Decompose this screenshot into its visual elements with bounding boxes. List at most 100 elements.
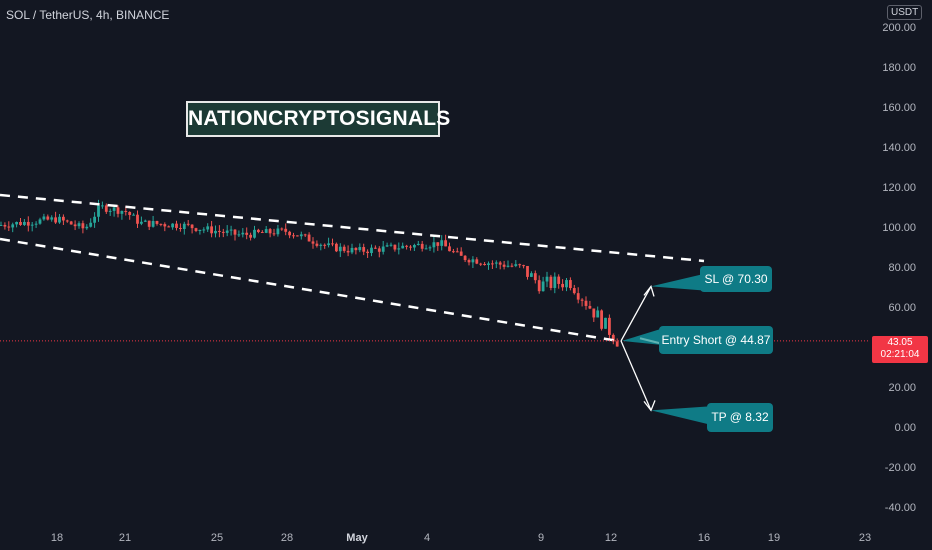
y-tick-label: 160.00 bbox=[882, 102, 916, 114]
candle-body bbox=[210, 226, 213, 234]
candle-body bbox=[58, 216, 61, 223]
candle-body bbox=[218, 230, 221, 232]
candle-body bbox=[588, 305, 592, 309]
price-axis[interactable]: 200.00 180.00 160.00 140.00 120.00 100.00 80.0… bbox=[882, 22, 916, 514]
candle-body bbox=[307, 234, 311, 242]
candle-body bbox=[3, 224, 7, 227]
candle-body bbox=[101, 205, 104, 207]
y-tick-label: 200.00 bbox=[882, 22, 916, 34]
y-tick-label: 80.00 bbox=[888, 262, 916, 274]
candle-body bbox=[600, 310, 603, 329]
candle-body bbox=[19, 221, 22, 225]
candle-body bbox=[338, 246, 342, 252]
candle-body bbox=[97, 205, 100, 217]
candle-body bbox=[323, 244, 327, 246]
candle-body bbox=[93, 216, 96, 223]
candle-body bbox=[54, 217, 57, 223]
candle-body bbox=[530, 273, 533, 277]
candle-body bbox=[26, 221, 30, 226]
currency-badge[interactable]: USDT bbox=[887, 5, 923, 20]
candle-body bbox=[342, 246, 346, 251]
watermark-logo: NATIONCRYPTOSIGNALS bbox=[186, 101, 450, 137]
candle-body bbox=[264, 229, 268, 233]
candle-body bbox=[257, 229, 260, 233]
candle-body bbox=[221, 231, 225, 233]
time-axis[interactable]: 18 21 25 28 May 4 9 12 16 19 23 bbox=[51, 532, 871, 544]
tp-arrow bbox=[620, 340, 652, 411]
y-tick-label: -20.00 bbox=[885, 462, 916, 474]
x-tick-label: 25 bbox=[211, 532, 223, 544]
candle-body bbox=[175, 223, 178, 228]
candle-body bbox=[553, 276, 557, 288]
candle-body bbox=[202, 229, 206, 231]
candle-body bbox=[471, 259, 475, 263]
candle-body bbox=[151, 221, 155, 227]
candle-body bbox=[374, 247, 377, 249]
candle-body bbox=[229, 229, 233, 231]
candle-body bbox=[299, 234, 303, 237]
candle-body bbox=[132, 214, 135, 216]
candle-body bbox=[358, 247, 362, 251]
candle-body bbox=[366, 251, 369, 254]
candle-body bbox=[331, 243, 334, 245]
candle-body bbox=[190, 224, 194, 229]
candle-body bbox=[335, 243, 338, 252]
y-tick-label: 120.00 bbox=[882, 182, 916, 194]
x-tick-label: 18 bbox=[51, 532, 63, 544]
tp-callout-pointer bbox=[651, 406, 709, 425]
candle-body bbox=[608, 317, 611, 335]
y-tick-label: 20.00 bbox=[888, 382, 916, 394]
last-price-value: 43.05 bbox=[887, 337, 913, 348]
candle-body bbox=[611, 334, 615, 342]
candle-body bbox=[81, 223, 85, 229]
candle-body bbox=[420, 243, 424, 249]
candle-body bbox=[292, 235, 295, 237]
y-tick-label: 140.00 bbox=[882, 142, 916, 154]
candle-body bbox=[85, 226, 89, 229]
candle-body bbox=[311, 241, 315, 244]
entry-label[interactable]: Entry Short @ 44.87 bbox=[659, 326, 773, 354]
candle-body bbox=[38, 219, 42, 224]
x-tick-label: 28 bbox=[281, 532, 293, 544]
candle-body bbox=[491, 263, 494, 265]
candlestick-series bbox=[0, 199, 619, 347]
candle-body bbox=[268, 229, 272, 234]
x-tick-label: 16 bbox=[698, 532, 710, 544]
candle-body bbox=[0, 224, 3, 226]
candle-body bbox=[260, 232, 264, 234]
candle-body bbox=[549, 276, 553, 288]
candle-body bbox=[241, 232, 245, 235]
sl-arrowhead bbox=[643, 285, 655, 297]
candle-body bbox=[42, 216, 46, 220]
candle-body bbox=[120, 210, 124, 214]
sl-label[interactable]: SL @ 70.30 bbox=[700, 266, 772, 292]
candle-body bbox=[225, 230, 229, 233]
candle-body bbox=[463, 255, 467, 261]
upper-trendline[interactable] bbox=[0, 193, 705, 263]
candle-body bbox=[545, 276, 549, 282]
lower-trendline[interactable] bbox=[0, 237, 619, 343]
candle-body bbox=[576, 293, 580, 300]
candle-body bbox=[498, 262, 502, 265]
tp-label[interactable]: TP @ 8.32 bbox=[707, 403, 773, 432]
candle-body bbox=[272, 233, 276, 235]
candle-body bbox=[510, 265, 514, 267]
candle-body bbox=[370, 247, 373, 254]
candle-body bbox=[245, 232, 249, 235]
symbol-title[interactable]: SOL / TetherUS, 4h, BINANCE bbox=[6, 8, 170, 22]
candle-body bbox=[147, 220, 151, 227]
candle-body bbox=[596, 310, 600, 318]
candle-body bbox=[124, 210, 128, 212]
candle-body bbox=[565, 280, 568, 288]
candle-body bbox=[592, 308, 596, 318]
candle-body bbox=[518, 264, 522, 266]
candle-body bbox=[436, 242, 440, 246]
candle-body bbox=[561, 283, 564, 288]
candle-body bbox=[444, 240, 447, 247]
candle-body bbox=[409, 246, 412, 248]
y-tick-label: 60.00 bbox=[888, 302, 916, 314]
candle-body bbox=[89, 222, 93, 227]
candle-body bbox=[541, 281, 545, 292]
candle-body bbox=[303, 234, 307, 236]
